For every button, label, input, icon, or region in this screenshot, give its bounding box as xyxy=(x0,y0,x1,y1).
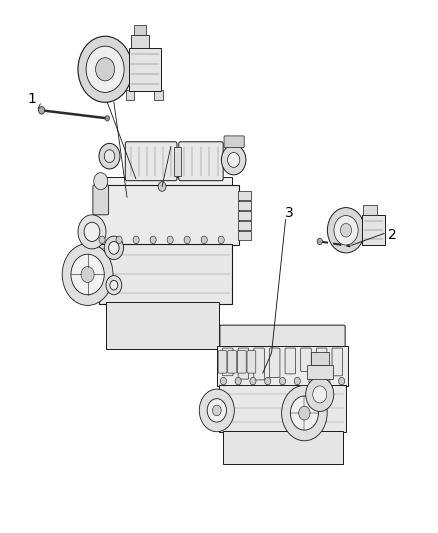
FancyBboxPatch shape xyxy=(301,348,311,372)
Circle shape xyxy=(265,377,271,385)
Circle shape xyxy=(221,145,246,175)
Circle shape xyxy=(62,244,113,305)
FancyBboxPatch shape xyxy=(247,351,256,373)
FancyBboxPatch shape xyxy=(307,365,333,379)
Circle shape xyxy=(201,236,207,244)
FancyBboxPatch shape xyxy=(238,191,251,200)
Circle shape xyxy=(158,182,166,191)
FancyBboxPatch shape xyxy=(94,185,239,245)
Circle shape xyxy=(105,116,110,121)
FancyBboxPatch shape xyxy=(219,385,346,432)
FancyBboxPatch shape xyxy=(316,348,327,373)
FancyBboxPatch shape xyxy=(224,136,244,148)
Circle shape xyxy=(220,377,226,385)
Circle shape xyxy=(212,405,221,416)
Circle shape xyxy=(104,236,124,260)
FancyBboxPatch shape xyxy=(269,348,280,377)
FancyBboxPatch shape xyxy=(129,48,161,91)
FancyBboxPatch shape xyxy=(238,348,249,379)
Circle shape xyxy=(133,236,139,244)
FancyBboxPatch shape xyxy=(238,231,251,240)
FancyBboxPatch shape xyxy=(238,221,251,230)
Circle shape xyxy=(81,266,94,282)
Circle shape xyxy=(218,236,224,244)
Circle shape xyxy=(228,152,240,167)
FancyBboxPatch shape xyxy=(217,346,348,386)
Circle shape xyxy=(99,236,105,244)
Circle shape xyxy=(150,236,156,244)
Circle shape xyxy=(294,377,300,385)
Circle shape xyxy=(99,143,120,169)
Text: 1: 1 xyxy=(27,92,36,106)
FancyBboxPatch shape xyxy=(125,142,177,181)
FancyBboxPatch shape xyxy=(126,90,134,100)
FancyBboxPatch shape xyxy=(134,25,146,35)
FancyBboxPatch shape xyxy=(220,325,345,351)
FancyBboxPatch shape xyxy=(237,351,246,373)
FancyBboxPatch shape xyxy=(238,211,251,220)
Circle shape xyxy=(340,223,352,237)
FancyBboxPatch shape xyxy=(238,201,251,210)
Circle shape xyxy=(324,377,330,385)
Circle shape xyxy=(71,254,104,295)
FancyBboxPatch shape xyxy=(131,35,149,48)
Circle shape xyxy=(250,377,256,385)
Circle shape xyxy=(84,222,100,241)
Circle shape xyxy=(282,385,327,441)
FancyBboxPatch shape xyxy=(228,351,237,373)
Circle shape xyxy=(235,377,241,385)
FancyBboxPatch shape xyxy=(179,142,223,181)
FancyBboxPatch shape xyxy=(105,177,232,196)
Circle shape xyxy=(317,238,322,245)
Circle shape xyxy=(207,399,226,422)
Circle shape xyxy=(339,377,345,385)
Circle shape xyxy=(116,236,122,244)
Text: 3: 3 xyxy=(285,206,293,220)
Circle shape xyxy=(313,386,327,403)
Circle shape xyxy=(110,280,118,290)
FancyBboxPatch shape xyxy=(154,90,163,100)
Circle shape xyxy=(279,377,286,385)
Circle shape xyxy=(78,215,106,249)
FancyBboxPatch shape xyxy=(363,205,377,215)
Circle shape xyxy=(334,215,358,245)
Circle shape xyxy=(95,58,115,81)
Circle shape xyxy=(39,107,45,114)
Circle shape xyxy=(290,396,318,430)
Circle shape xyxy=(167,236,173,244)
Circle shape xyxy=(299,406,310,420)
Circle shape xyxy=(106,276,122,295)
Text: 2: 2 xyxy=(388,228,396,241)
FancyBboxPatch shape xyxy=(311,352,328,365)
FancyBboxPatch shape xyxy=(102,147,117,156)
FancyBboxPatch shape xyxy=(218,351,227,373)
FancyBboxPatch shape xyxy=(93,185,109,215)
FancyBboxPatch shape xyxy=(99,244,232,304)
Circle shape xyxy=(199,389,234,432)
FancyBboxPatch shape xyxy=(106,302,219,349)
FancyBboxPatch shape xyxy=(285,348,296,374)
Circle shape xyxy=(109,241,119,254)
FancyBboxPatch shape xyxy=(174,147,181,176)
Circle shape xyxy=(78,36,132,102)
Circle shape xyxy=(184,236,190,244)
FancyBboxPatch shape xyxy=(362,215,385,245)
Circle shape xyxy=(327,208,364,253)
Circle shape xyxy=(309,377,315,385)
FancyBboxPatch shape xyxy=(254,348,264,380)
Circle shape xyxy=(86,46,124,92)
Circle shape xyxy=(94,173,108,190)
FancyBboxPatch shape xyxy=(223,348,233,376)
Circle shape xyxy=(104,150,115,163)
Circle shape xyxy=(306,377,334,411)
FancyBboxPatch shape xyxy=(332,348,343,376)
FancyBboxPatch shape xyxy=(223,431,343,464)
